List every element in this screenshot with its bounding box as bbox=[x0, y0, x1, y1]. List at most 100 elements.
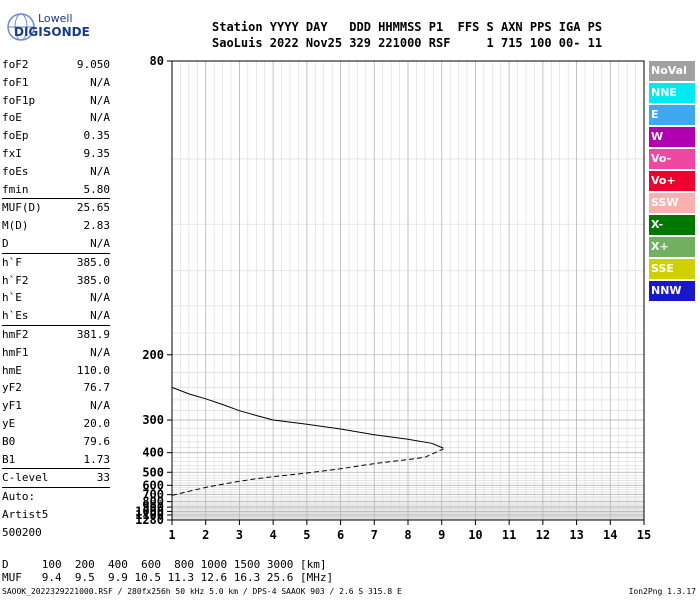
param-value: 79.6 bbox=[83, 434, 111, 448]
param-separator bbox=[2, 252, 110, 254]
param-value: N/A bbox=[90, 236, 110, 250]
param-value: 2.83 bbox=[83, 219, 111, 233]
param-separator bbox=[2, 324, 110, 326]
x-tick-label: 6 bbox=[337, 528, 344, 542]
param-row: yE 20.0 bbox=[2, 415, 110, 433]
param-name: foE bbox=[2, 111, 22, 125]
polarization-legend: NoVal NNE E W Vo- Vo+ SSW X- X+ SSE NNW bbox=[649, 61, 695, 303]
y-tick-label: 300 bbox=[142, 413, 164, 427]
param-value: 0.35 bbox=[83, 129, 111, 143]
y-tick-label: 600 bbox=[142, 478, 164, 492]
param-name: h`E bbox=[2, 291, 22, 305]
param-name: h`Es bbox=[2, 309, 29, 323]
legend-item-nnw: NNW bbox=[649, 281, 695, 301]
param-row: D N/A bbox=[2, 235, 110, 253]
footer-muf-row: MUF 9.4 9.5 9.9 10.5 11.3 12.6 16.3 25.6… bbox=[2, 571, 334, 584]
y-tick-label: 900 bbox=[142, 500, 164, 514]
x-tick-label: 1 bbox=[168, 528, 175, 542]
param-value: N/A bbox=[90, 345, 110, 359]
param-row: foF2 9.050 bbox=[2, 56, 110, 74]
param-name: fmin bbox=[2, 182, 29, 196]
footer-version: Ion2Png 1.3.17 bbox=[628, 587, 696, 596]
param-name: MUF(D) bbox=[2, 201, 42, 215]
param-name: B1 bbox=[2, 452, 16, 466]
legend-item-x: X+ bbox=[649, 237, 695, 257]
param-value: N/A bbox=[90, 93, 110, 107]
legend-item-e: E bbox=[649, 105, 695, 125]
y-tick-label: 700 bbox=[142, 488, 164, 502]
y-tick-label: 80 bbox=[150, 54, 164, 68]
param-row: foEp 0.35 bbox=[2, 127, 110, 145]
param-row: foE N/A bbox=[2, 109, 110, 127]
param-name: C-level bbox=[2, 471, 49, 485]
param-row: hmF2 381.9 bbox=[2, 326, 110, 344]
param-value: 25.65 bbox=[76, 201, 110, 215]
legend-item-nne: NNE bbox=[649, 83, 695, 103]
param-row: yF1 N/A bbox=[2, 397, 110, 415]
param-row: hmF1 N/A bbox=[2, 344, 110, 362]
legend-item-noval: NoVal bbox=[649, 61, 695, 81]
x-tick-label: 5 bbox=[303, 528, 310, 542]
param-row: M(D) 2.83 bbox=[2, 217, 110, 235]
param-value: N/A bbox=[90, 75, 110, 89]
param-row: Artist5 bbox=[2, 506, 110, 524]
param-row: B0 79.6 bbox=[2, 433, 110, 451]
param-name: 500200 bbox=[2, 525, 42, 539]
x-tick-label: 11 bbox=[502, 528, 516, 542]
param-row: fxI 9.35 bbox=[2, 145, 110, 163]
param-value: 76.7 bbox=[83, 381, 111, 395]
param-value: 110.0 bbox=[76, 363, 110, 377]
x-tick-label: 8 bbox=[404, 528, 411, 542]
logo-text-lowell: Lowell bbox=[38, 12, 73, 25]
param-separator bbox=[2, 198, 110, 200]
param-value: 385.0 bbox=[76, 273, 110, 287]
y-tick-label: 400 bbox=[142, 446, 164, 460]
legend-item-ssw: SSW bbox=[649, 193, 695, 213]
param-value: N/A bbox=[90, 291, 110, 305]
param-row: h`E N/A bbox=[2, 289, 110, 307]
param-name: hmF1 bbox=[2, 345, 29, 359]
param-row: MUF(D) 25.65 bbox=[2, 199, 110, 217]
param-value: 33 bbox=[96, 471, 110, 485]
x-tick-label: 12 bbox=[536, 528, 550, 542]
y-tick-label: 800 bbox=[142, 495, 164, 509]
param-row: foF1 N/A bbox=[2, 74, 110, 92]
param-name: yF2 bbox=[2, 381, 22, 395]
ionospheric-parameters-panel: foF2 9.050 foF1 N/A foF1p N/A foE N/A foEp 0.35 fx… bbox=[2, 56, 110, 542]
x-tick-label: 9 bbox=[438, 528, 445, 542]
x-tick-label: 14 bbox=[603, 528, 617, 542]
param-name: yF1 bbox=[2, 399, 22, 413]
param-separator bbox=[2, 468, 110, 470]
param-row: foEs N/A bbox=[2, 163, 110, 181]
footer-file-info: SAOOK_2022329221000.RSF / 280fx256h 50 k… bbox=[2, 587, 402, 596]
param-value: 385.0 bbox=[76, 255, 110, 269]
x-tick-label: 13 bbox=[569, 528, 583, 542]
x-tick-label: 10 bbox=[468, 528, 482, 542]
param-name: Artist5 bbox=[2, 507, 49, 521]
digisonde-globe-icon bbox=[7, 13, 35, 41]
param-row: foF1p N/A bbox=[2, 92, 110, 110]
param-row: h`F2 385.0 bbox=[2, 272, 110, 290]
param-value: 5.80 bbox=[83, 182, 111, 196]
header-row-values: SaoLuis 2022 Nov25 329 221000 RSF 1 715 … bbox=[212, 36, 603, 50]
param-name: hmE bbox=[2, 363, 22, 377]
lowell-digisonde-logo: Lowell DIGISONDE bbox=[4, 8, 90, 44]
plot-axes: 1 2 3 4 5 6 7 8 9 10 11 12 13 14 158020030040050060070… bbox=[135, 54, 651, 542]
param-name: foEs bbox=[2, 164, 29, 178]
param-value: N/A bbox=[90, 309, 110, 323]
param-value: 20.0 bbox=[83, 416, 111, 430]
param-row: 500200 bbox=[2, 524, 110, 542]
virtual-height-trace-curve bbox=[171, 448, 444, 496]
param-row: fmin 5.80 bbox=[2, 181, 110, 199]
legend-item-w: W bbox=[649, 127, 695, 147]
x-tick-label: 4 bbox=[270, 528, 277, 542]
param-value: N/A bbox=[90, 111, 110, 125]
param-value: 9.35 bbox=[83, 146, 111, 160]
param-name: D bbox=[2, 236, 9, 250]
param-separator bbox=[2, 487, 110, 489]
param-row: h`F 385.0 bbox=[2, 254, 110, 272]
trace-curves bbox=[171, 386, 444, 496]
legend-item-vo: Vo- bbox=[649, 149, 695, 169]
param-name: Auto: bbox=[2, 490, 36, 504]
